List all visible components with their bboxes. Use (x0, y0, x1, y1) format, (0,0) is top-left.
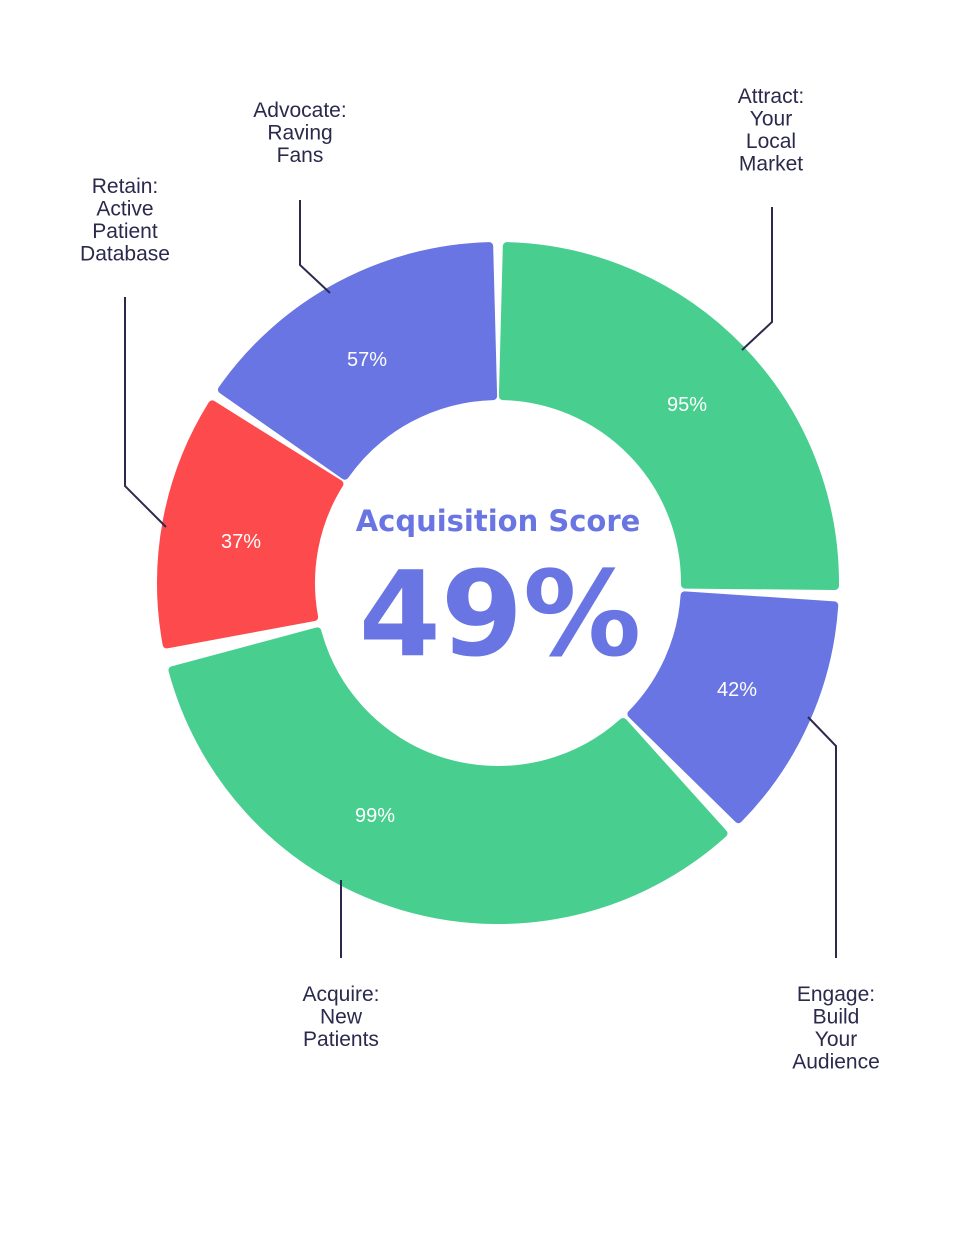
category-label-line: Build (813, 1006, 860, 1029)
donut-segments (157, 242, 839, 924)
center-value: 49% (359, 545, 641, 683)
category-label: Engage: Build Your Audience (792, 983, 880, 1074)
category-label-line: Advocate: (253, 99, 346, 122)
category-label: Advocate: Raving Fans (253, 99, 346, 167)
center-title: Acquisition Score (356, 504, 641, 538)
category-label-line: Engage: (797, 983, 875, 1006)
category-label-line: New (320, 1006, 363, 1029)
category-label: Attract: Your Local Market (738, 85, 805, 176)
donut-segment-4 (157, 400, 344, 649)
segment-value-label: 57% (347, 349, 387, 371)
leader-line (124, 297, 167, 528)
category-label-line: Your (815, 1028, 857, 1051)
segment-value-labels: 95% 42% 99% 37% 57% (221, 349, 757, 827)
leader-lines (124, 200, 837, 958)
segment-value-label: 37% (221, 531, 261, 553)
leader-line (299, 200, 331, 294)
donut-segment-2 (627, 591, 839, 824)
category-label-line: Audience (792, 1051, 880, 1074)
category-label-line: Patient (92, 220, 158, 243)
leader-line (741, 207, 773, 351)
category-label-line: Your (750, 108, 792, 131)
segment-value-label: 95% (667, 394, 707, 416)
category-label-line: Acquire: (302, 983, 379, 1006)
category-label-line: Attract: (738, 85, 805, 108)
category-label-line: Raving (267, 122, 332, 145)
category-label-line: Retain: (92, 175, 159, 198)
segment-value-label: 99% (355, 805, 395, 827)
leader-line (807, 716, 837, 958)
category-label-line: Market (739, 153, 803, 176)
category-label-line: Patients (303, 1028, 379, 1051)
category-label-line: Local (746, 130, 796, 153)
donut-segment-1 (498, 242, 839, 590)
segment-value-label: 42% (717, 679, 757, 701)
donut-segment-3 (168, 627, 728, 924)
category-label-line: Database (80, 243, 170, 266)
category-label-line: Active (96, 198, 153, 221)
donut-segment-5 (217, 242, 498, 480)
category-label: Retain: Active Patient Database (80, 175, 170, 266)
category-label-line: Fans (277, 144, 324, 167)
category-label: Acquire: New Patients (302, 983, 379, 1051)
